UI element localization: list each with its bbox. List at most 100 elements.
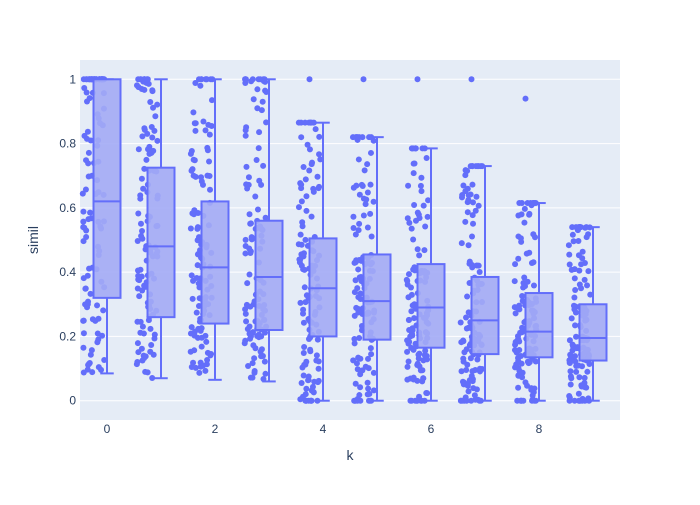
data-point bbox=[356, 191, 363, 198]
data-point bbox=[101, 356, 108, 363]
data-point bbox=[139, 227, 145, 234]
data-point bbox=[81, 132, 88, 139]
data-point bbox=[408, 225, 415, 232]
data-point bbox=[137, 220, 144, 227]
data-point bbox=[144, 369, 151, 376]
data-point bbox=[305, 336, 312, 342]
data-point bbox=[566, 261, 573, 268]
data-point bbox=[565, 242, 572, 249]
data-point bbox=[149, 134, 156, 141]
data-point bbox=[295, 241, 302, 248]
data-point bbox=[297, 299, 304, 306]
data-point bbox=[370, 387, 377, 394]
data-point bbox=[242, 310, 249, 317]
data-point bbox=[150, 147, 157, 154]
data-point bbox=[154, 137, 161, 144]
data-point bbox=[405, 316, 412, 323]
data-point bbox=[314, 173, 321, 180]
data-point bbox=[469, 212, 476, 219]
data-point bbox=[410, 346, 417, 353]
data-point bbox=[355, 354, 362, 361]
data-point bbox=[467, 355, 474, 362]
data-point bbox=[254, 206, 261, 213]
data-point bbox=[412, 217, 419, 224]
data-point bbox=[573, 368, 580, 375]
data-point bbox=[521, 205, 528, 212]
data-point bbox=[243, 163, 250, 170]
data-point bbox=[370, 369, 377, 376]
data-point bbox=[364, 224, 371, 231]
data-point bbox=[350, 225, 357, 232]
data-point bbox=[566, 397, 573, 404]
data-point bbox=[245, 174, 252, 181]
data-point bbox=[191, 332, 198, 339]
data-point bbox=[405, 340, 412, 347]
data-point bbox=[464, 293, 471, 300]
data-point bbox=[195, 280, 202, 287]
y-tick-label: 0 bbox=[69, 394, 76, 408]
data-point bbox=[202, 332, 209, 339]
data-point bbox=[256, 129, 263, 136]
data-point bbox=[85, 216, 92, 223]
data-point bbox=[351, 312, 358, 319]
data-point bbox=[261, 358, 268, 365]
data-point bbox=[305, 373, 312, 380]
data-point bbox=[352, 231, 359, 238]
data-point bbox=[411, 267, 418, 274]
data-point bbox=[242, 132, 249, 139]
data-point bbox=[135, 210, 142, 217]
data-point bbox=[354, 397, 361, 404]
data-point bbox=[351, 336, 358, 343]
data-point bbox=[515, 233, 522, 240]
data-point bbox=[462, 167, 469, 174]
data-point bbox=[250, 96, 257, 103]
data-point bbox=[422, 223, 429, 230]
data-point bbox=[579, 255, 586, 262]
data-point bbox=[569, 231, 576, 238]
data-point bbox=[308, 161, 315, 168]
data-point bbox=[312, 126, 319, 133]
data-point bbox=[464, 209, 471, 216]
data-point bbox=[366, 134, 373, 141]
data-point bbox=[249, 76, 256, 83]
data-point bbox=[193, 309, 200, 316]
outlier-point bbox=[306, 76, 313, 83]
data-point bbox=[515, 384, 522, 391]
data-point bbox=[135, 272, 142, 279]
data-point bbox=[196, 369, 203, 376]
data-point bbox=[80, 317, 87, 324]
data-point bbox=[248, 236, 255, 243]
data-point bbox=[465, 309, 472, 316]
data-point bbox=[200, 118, 207, 125]
data-point bbox=[579, 248, 586, 255]
data-point bbox=[356, 134, 363, 141]
data-point bbox=[188, 363, 195, 370]
data-point bbox=[583, 234, 590, 241]
x-tick-labels: 0 2 4 6 8 bbox=[104, 422, 543, 436]
data-point bbox=[304, 141, 311, 148]
data-point bbox=[87, 209, 94, 216]
data-point bbox=[518, 211, 525, 218]
data-point bbox=[356, 334, 363, 341]
data-point bbox=[418, 174, 425, 181]
y-tick-label: 0.6 bbox=[59, 201, 76, 215]
data-point bbox=[84, 366, 91, 373]
box bbox=[362, 253, 392, 341]
data-point bbox=[204, 349, 211, 356]
y-tick-label: 1 bbox=[69, 72, 76, 86]
data-point bbox=[570, 238, 577, 245]
data-point bbox=[242, 306, 249, 313]
box bbox=[200, 200, 230, 325]
data-point bbox=[411, 160, 418, 167]
data-point bbox=[263, 88, 270, 95]
data-point bbox=[296, 259, 303, 266]
data-point bbox=[306, 167, 313, 174]
data-point bbox=[575, 224, 582, 231]
data-point bbox=[80, 208, 87, 215]
data-point bbox=[418, 188, 425, 195]
data-point bbox=[81, 85, 88, 92]
data-point bbox=[514, 305, 521, 312]
data-point bbox=[466, 260, 473, 267]
data-point bbox=[476, 268, 483, 275]
boxes bbox=[92, 78, 608, 402]
